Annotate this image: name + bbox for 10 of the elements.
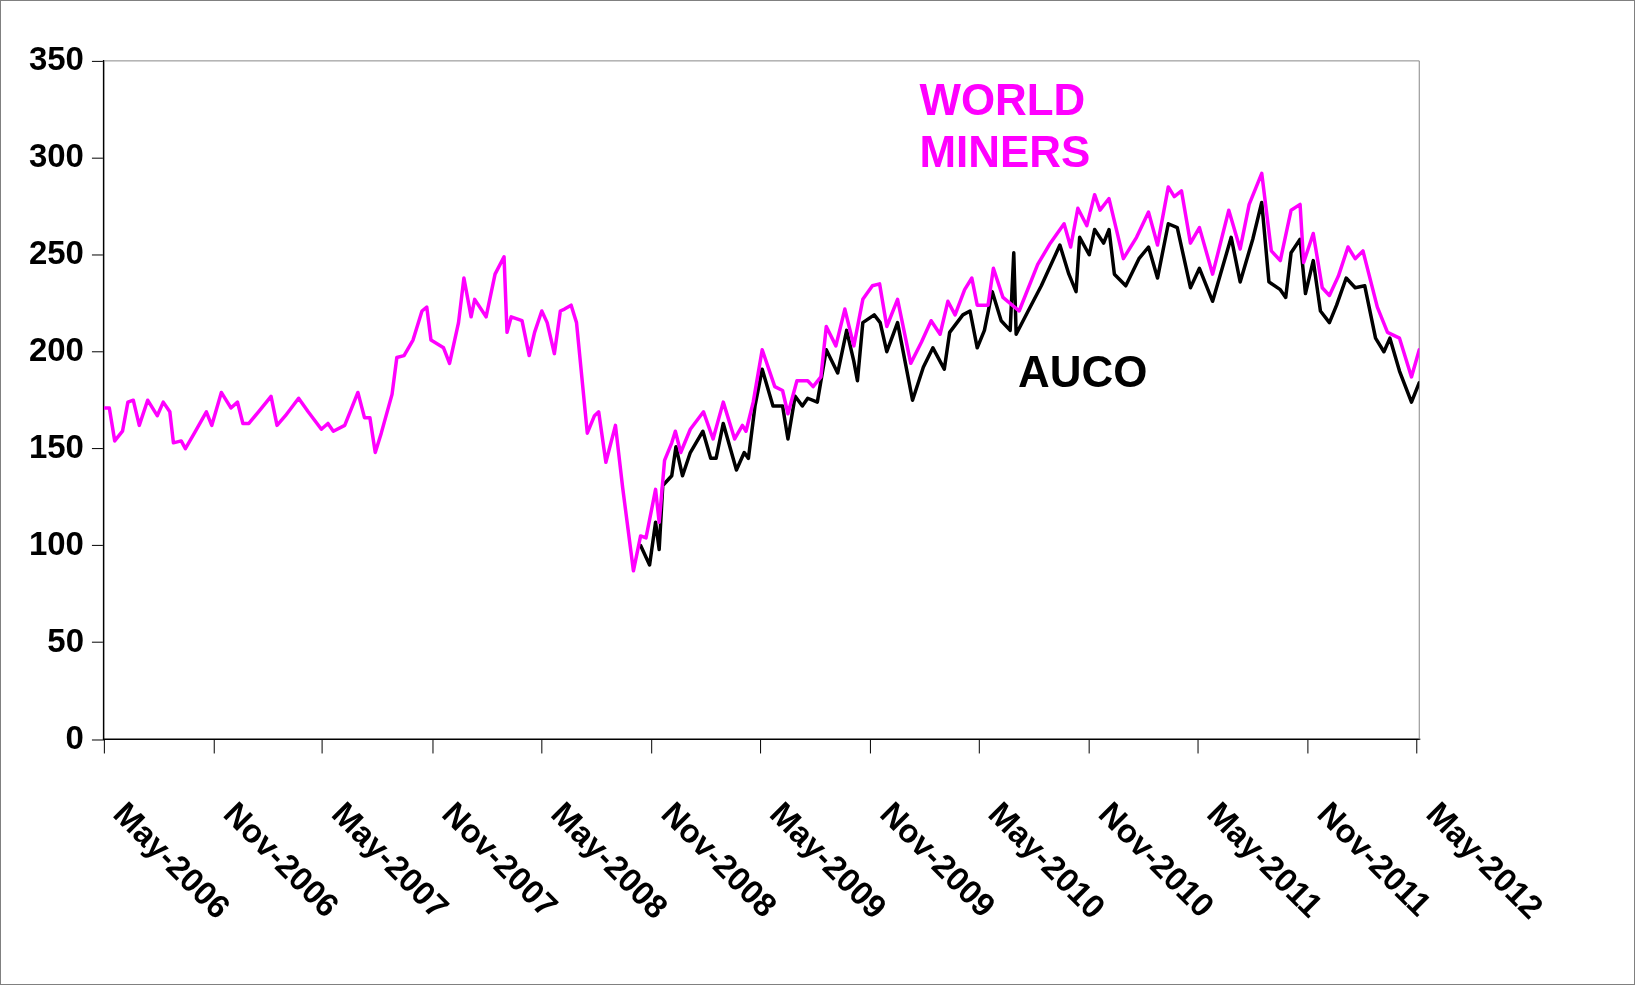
y-tick-label: 350 (28, 39, 84, 77)
y-tick-label: 100 (28, 524, 84, 562)
series-label: AUCO (1018, 346, 1148, 396)
y-tick-label: 0 (65, 718, 84, 756)
y-tick-label: 150 (28, 427, 84, 465)
series-label: WORLD MINERS (919, 75, 1091, 177)
y-tick-label: 50 (47, 621, 84, 659)
y-tick-label: 300 (28, 136, 84, 174)
y-tick-label: 200 (28, 330, 84, 368)
y-tick-label: 250 (28, 233, 84, 271)
